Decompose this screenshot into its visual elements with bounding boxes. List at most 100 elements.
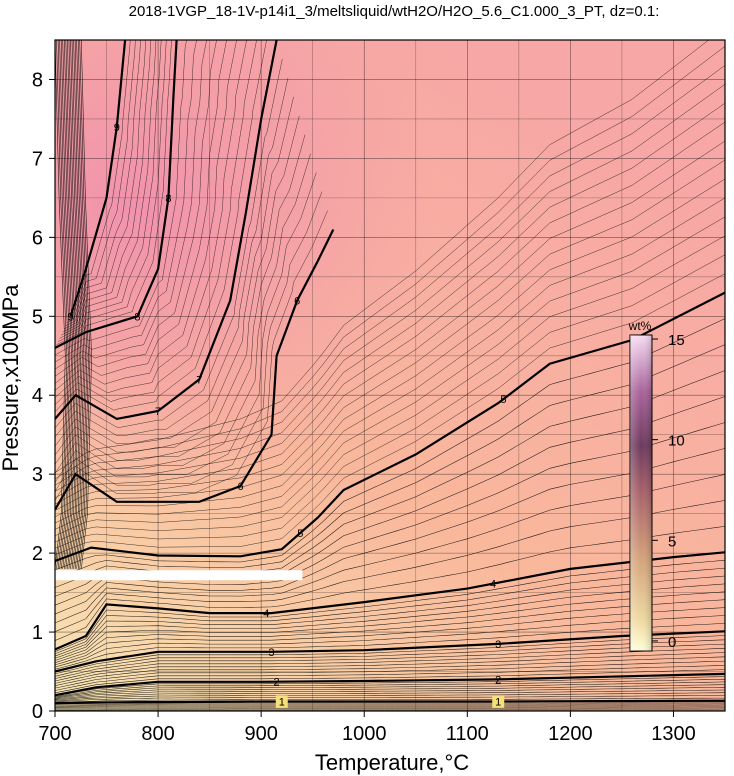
contour-label: 8 bbox=[165, 193, 171, 205]
major-contour-line bbox=[55, 40, 178, 349]
minor-contour-line bbox=[55, 178, 725, 524]
minor-contour-line bbox=[55, 77, 289, 438]
colorbar-tick-label: 5 bbox=[668, 533, 676, 550]
minor-contour-line bbox=[55, 235, 725, 543]
major-contour-line bbox=[55, 630, 725, 673]
y-tick-label: 7 bbox=[32, 148, 43, 170]
minor-contour-line bbox=[55, 599, 725, 663]
minor-contour-line bbox=[55, 134, 306, 465]
plot-pink-region bbox=[55, 40, 725, 711]
minor-contour-line bbox=[57, 40, 167, 342]
minor-contour-line bbox=[68, 40, 80, 569]
minor-contour-line bbox=[55, 669, 725, 694]
major-contour-line bbox=[55, 40, 278, 421]
minor-contour-line bbox=[55, 656, 725, 686]
x-tick-label: 1100 bbox=[446, 723, 489, 745]
minor-contour-line bbox=[55, 40, 267, 412]
major-contour-line bbox=[55, 229, 335, 511]
y-axis-title: Pressure,x100MPa bbox=[0, 284, 23, 472]
minor-contour-line bbox=[55, 684, 725, 699]
minor-contour-line bbox=[70, 40, 82, 569]
minor-contour-line bbox=[55, 697, 725, 703]
contour-label: 1 bbox=[495, 697, 501, 709]
colorbar-shade bbox=[630, 335, 652, 651]
minor-contour-line bbox=[55, 254, 725, 549]
minor-contour-line bbox=[55, 583, 725, 659]
minor-contour-line bbox=[55, 318, 725, 571]
major-contour-line bbox=[55, 672, 725, 697]
minor-contour-line bbox=[55, 422, 725, 606]
colorbar: wt% 0 5 10 15 bbox=[628, 319, 685, 652]
minor-contour-line bbox=[55, 708, 725, 710]
contour-label-background bbox=[492, 695, 505, 708]
contour-label: 4 bbox=[490, 579, 496, 591]
minor-contour-line bbox=[55, 40, 217, 377]
contour-label: 3 bbox=[495, 639, 501, 651]
y-tick-label: 3 bbox=[32, 464, 43, 486]
minor-contour-line bbox=[55, 65, 725, 486]
minor-contour-line bbox=[55, 474, 725, 624]
colorbar-ticks: 0 5 10 15 bbox=[652, 332, 685, 651]
contour-labels: 1 1 2 2 3 3 4 4 5 5 6 6 7 7 8 8 9 9 bbox=[67, 122, 506, 709]
minor-contour-line bbox=[65, 40, 77, 569]
x-axis: 700 800 900 1000 1100 1200 1300 bbox=[38, 711, 696, 745]
minor-contour-line bbox=[55, 40, 207, 370]
y-tick-label: 0 bbox=[32, 701, 43, 723]
contour-label: 8 bbox=[134, 311, 140, 323]
contour-label: 6 bbox=[294, 296, 300, 308]
contour-label: 5 bbox=[297, 528, 303, 540]
y-tick-label: 8 bbox=[32, 69, 43, 91]
major-contour-line bbox=[55, 291, 725, 563]
minor-contour-line bbox=[55, 526, 725, 641]
grid bbox=[55, 40, 725, 711]
minor-contour-line bbox=[55, 702, 725, 705]
x-tick-label: 1200 bbox=[548, 723, 593, 745]
minor-contour-line bbox=[55, 40, 187, 356]
minor-contour-line bbox=[55, 102, 725, 499]
minor-contour-line bbox=[65, 40, 141, 327]
contour-label: 5 bbox=[500, 394, 506, 406]
minor-contour-line bbox=[55, 607, 725, 666]
contour-label: 9 bbox=[67, 311, 73, 323]
minor-contour-line bbox=[55, 643, 725, 679]
minor-contour-line bbox=[59, 40, 71, 569]
minor-contour-line bbox=[55, 623, 725, 670]
minor-contour-line bbox=[62, 40, 74, 569]
x-tick-label: 700 bbox=[38, 723, 71, 745]
major-contour-line bbox=[69, 40, 127, 317]
minor-contour-line bbox=[56, 40, 68, 569]
minor-contour-line bbox=[55, 703, 725, 706]
minor-contour-line bbox=[73, 40, 85, 569]
y-tick-label: 6 bbox=[32, 227, 43, 249]
minor-contour-line bbox=[67, 40, 79, 569]
minor-contour-line bbox=[55, 40, 227, 384]
colorbar-tick-label: 10 bbox=[668, 433, 685, 450]
minor-contour-line bbox=[55, 665, 725, 691]
minor-contour-line bbox=[55, 676, 725, 697]
minor-contour-line bbox=[55, 648, 725, 682]
overlay-band bbox=[55, 570, 303, 581]
colorbar-unit: wt% bbox=[628, 319, 652, 333]
minor-contour-line bbox=[55, 344, 725, 579]
minor-contour-line bbox=[55, 40, 710, 473]
y-tick-label: 4 bbox=[32, 385, 43, 407]
contour-label: 9 bbox=[114, 122, 120, 134]
minor-contour-line bbox=[55, 216, 725, 537]
minor-contour-line bbox=[55, 559, 725, 652]
minor-contour-line bbox=[55, 679, 725, 698]
contour-label: 7 bbox=[196, 374, 202, 386]
contour-label: 6 bbox=[237, 481, 243, 493]
minor-contour-line bbox=[55, 96, 294, 447]
minor-contour-line bbox=[55, 652, 725, 684]
minor-contour-line bbox=[55, 567, 725, 655]
minor-contour-line bbox=[55, 40, 247, 398]
minor-contour-line bbox=[55, 707, 725, 709]
colorbar-tick-label: 0 bbox=[668, 634, 676, 651]
y-tick-label: 1 bbox=[32, 622, 43, 644]
chart-title: 2018-1VGP_18-1V-p14i1_3/meltsliquid/wtH2… bbox=[129, 3, 660, 20]
minor-contour-line bbox=[55, 40, 237, 391]
y-tick-label: 2 bbox=[32, 543, 43, 565]
minor-contour-line bbox=[55, 635, 725, 675]
minor-contour-line bbox=[55, 706, 725, 709]
contour-label: 7 bbox=[155, 406, 161, 418]
